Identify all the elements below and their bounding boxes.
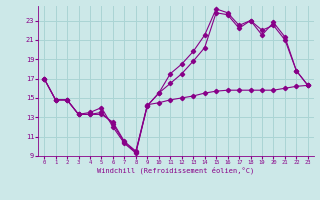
X-axis label: Windchill (Refroidissement éolien,°C): Windchill (Refroidissement éolien,°C) — [97, 167, 255, 174]
